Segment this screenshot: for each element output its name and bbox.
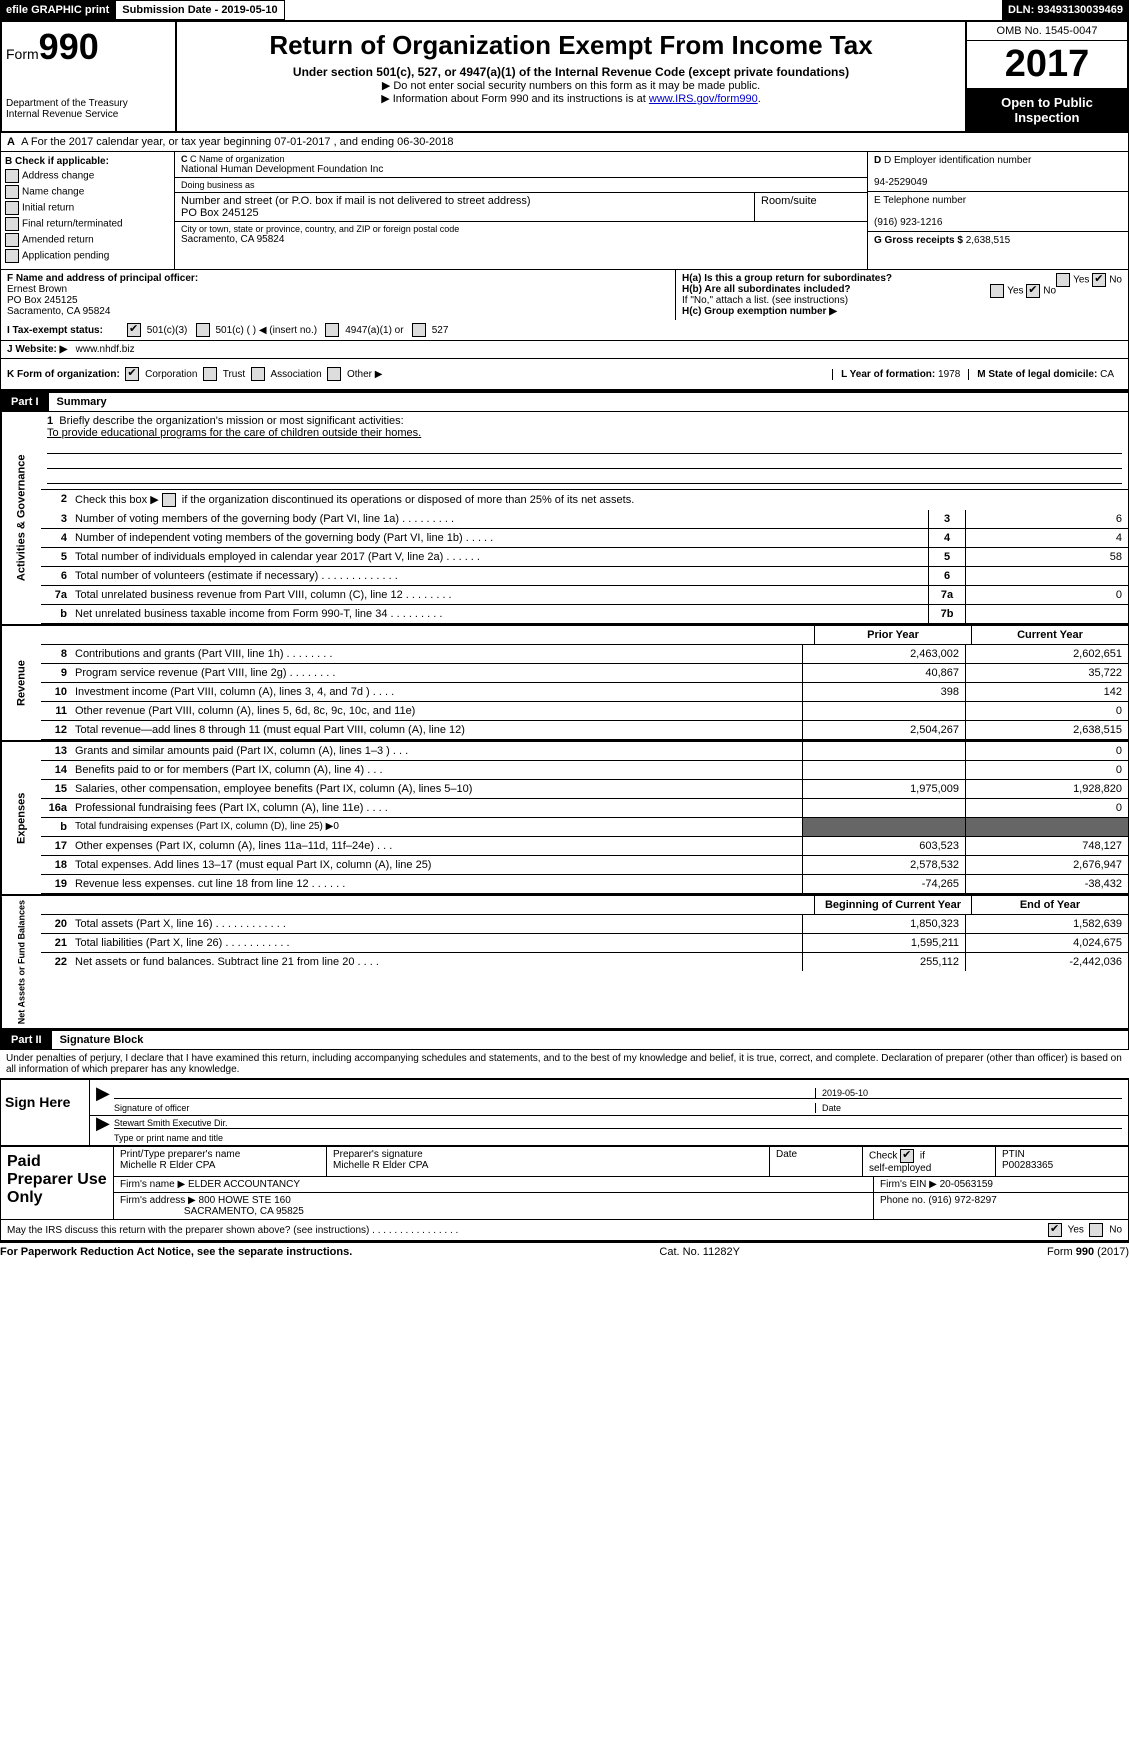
table-row: 19Revenue less expenses. cut line 18 fro… bbox=[41, 875, 1128, 894]
cb-assoc[interactable] bbox=[251, 367, 265, 381]
cb-pending[interactable]: Application pending bbox=[22, 251, 109, 262]
omb-number: OMB No. 1545-0047 bbox=[967, 22, 1127, 41]
form-note1: ▶ Do not enter social security numbers o… bbox=[185, 79, 957, 92]
submission-date: Submission Date - 2019-05-10 bbox=[115, 0, 284, 20]
department: Department of the Treasury Internal Reve… bbox=[6, 98, 171, 120]
ein: 94-2529049 bbox=[874, 177, 927, 188]
section-fh: F Name and address of principal officer:… bbox=[0, 269, 1129, 320]
table-row: 11Other revenue (Part VIII, column (A), … bbox=[41, 702, 1128, 721]
section-b: B Check if applicable: Address change Na… bbox=[1, 152, 175, 269]
row-a: A A For the 2017 calendar year, or tax y… bbox=[0, 133, 1129, 152]
expenses-section: Expenses 13Grants and similar amounts pa… bbox=[0, 740, 1129, 894]
cb-4947[interactable] bbox=[325, 323, 339, 337]
table-row: 4Number of independent voting members of… bbox=[41, 529, 1128, 548]
table-row: 9Program service revenue (Part VIII, lin… bbox=[41, 664, 1128, 683]
year-formation: 1978 bbox=[938, 369, 960, 380]
state-domicile: CA bbox=[1100, 369, 1114, 380]
cb-self-employed[interactable] bbox=[900, 1149, 914, 1163]
officer-name: Ernest Brown bbox=[7, 284, 67, 295]
cb-527[interactable] bbox=[412, 323, 426, 337]
table-row: 18Total expenses. Add lines 13–17 (must … bbox=[41, 856, 1128, 875]
cb-name-change[interactable]: Name change bbox=[22, 187, 84, 198]
section-h: H(a) Is this a group return for subordin… bbox=[676, 270, 1128, 320]
cb-501c[interactable] bbox=[196, 323, 210, 337]
cb-discuss-yes[interactable] bbox=[1048, 1223, 1062, 1237]
efile-label: efile GRAPHIC print bbox=[0, 0, 115, 20]
declaration: Under penalties of perjury, I declare th… bbox=[0, 1050, 1129, 1078]
table-row: 12Total revenue—add lines 8 through 11 (… bbox=[41, 721, 1128, 740]
form-note2: ▶ Information about Form 990 and its ins… bbox=[185, 92, 957, 105]
table-row: bNet unrelated business taxable income f… bbox=[41, 605, 1128, 624]
cb-corp[interactable] bbox=[125, 367, 139, 381]
open-public: Open to Public Inspection bbox=[967, 89, 1127, 131]
city: Sacramento, CA 95824 bbox=[181, 234, 861, 245]
section-c: C C Name of organization National Human … bbox=[175, 152, 867, 269]
cb-501c3[interactable] bbox=[127, 323, 141, 337]
table-row: 22Net assets or fund balances. Subtract … bbox=[41, 953, 1128, 971]
firm-phone: (916) 972-8297 bbox=[928, 1195, 996, 1206]
website: www.nhdf.biz bbox=[76, 344, 135, 355]
topbar: efile GRAPHIC print Submission Date - 20… bbox=[0, 0, 1129, 20]
form-number: Form990 bbox=[6, 26, 171, 68]
phone: (916) 923-1216 bbox=[874, 217, 942, 228]
form-header: Form990 Department of the Treasury Inter… bbox=[0, 20, 1129, 133]
cb-discontinued[interactable] bbox=[162, 493, 176, 507]
table-row: 17Other expenses (Part IX, column (A), l… bbox=[41, 837, 1128, 856]
cb-address-change[interactable]: Address change bbox=[22, 171, 94, 182]
line-j: J Website: ▶ www.nhdf.biz bbox=[0, 341, 1129, 359]
table-row: 8Contributions and grants (Part VIII, li… bbox=[41, 645, 1128, 664]
cb-initial-return[interactable]: Initial return bbox=[22, 203, 74, 214]
org-name: National Human Development Foundation In… bbox=[181, 164, 861, 175]
mission: To provide educational programs for the … bbox=[47, 427, 421, 439]
section-d: D D Employer identification number 94-25… bbox=[867, 152, 1128, 269]
form-subtitle: Under section 501(c), 527, or 4947(a)(1)… bbox=[185, 65, 957, 79]
discuss-line: May the IRS discuss this return with the… bbox=[0, 1220, 1129, 1241]
cb-amended[interactable]: Amended return bbox=[22, 235, 94, 246]
tax-year: 2017 bbox=[967, 41, 1127, 89]
part1-header: Part I Summary bbox=[0, 391, 1129, 412]
irs-link[interactable]: www.IRS.gov/form990 bbox=[649, 93, 758, 105]
cb-discuss-no[interactable] bbox=[1089, 1223, 1103, 1237]
line-k: K Form of organization: Corporation Trus… bbox=[0, 359, 1129, 391]
form-title: Return of Organization Exempt From Incom… bbox=[185, 30, 957, 61]
gross-receipts: 2,638,515 bbox=[966, 235, 1011, 246]
part2-header: Part II Signature Block bbox=[0, 1029, 1129, 1050]
dln: DLN: 93493130039469 bbox=[1002, 0, 1129, 20]
table-row: 21Total liabilities (Part X, line 26) . … bbox=[41, 934, 1128, 953]
table-row: 5Total number of individuals employed in… bbox=[41, 548, 1128, 567]
table-row: 13Grants and similar amounts paid (Part … bbox=[41, 742, 1128, 761]
cb-other[interactable] bbox=[327, 367, 341, 381]
cb-final-return[interactable]: Final return/terminated bbox=[22, 219, 123, 230]
officer-sig-name: Stewart Smith Executive Dir. bbox=[114, 1118, 228, 1128]
section-bcd: B Check if applicable: Address change Na… bbox=[0, 152, 1129, 269]
preparer-name: Michelle R Elder CPA bbox=[120, 1160, 215, 1171]
section-f: F Name and address of principal officer:… bbox=[1, 270, 676, 320]
firm-ein: 20-0563159 bbox=[940, 1179, 993, 1190]
table-row: 20Total assets (Part X, line 16) . . . .… bbox=[41, 915, 1128, 934]
paid-preparer-block: Paid Preparer Use Only Print/Type prepar… bbox=[0, 1146, 1129, 1220]
street: PO Box 245125 bbox=[181, 207, 748, 219]
table-row: 6Total number of volunteers (estimate if… bbox=[41, 567, 1128, 586]
sign-block: Sign Here ▶ 2019-05-10 Signature of offi… bbox=[0, 1078, 1129, 1146]
cb-trust[interactable] bbox=[203, 367, 217, 381]
table-row: 15Salaries, other compensation, employee… bbox=[41, 780, 1128, 799]
table-row: 3Number of voting members of the governi… bbox=[41, 510, 1128, 529]
table-row: 14Benefits paid to or for members (Part … bbox=[41, 761, 1128, 780]
table-row: 7aTotal unrelated business revenue from … bbox=[41, 586, 1128, 605]
footer: For Paperwork Reduction Act Notice, see … bbox=[0, 1241, 1129, 1261]
table-row: 10Investment income (Part VIII, column (… bbox=[41, 683, 1128, 702]
firm-name: ELDER ACCOUNTANCY bbox=[188, 1179, 300, 1190]
netassets-section: Net Assets or Fund Balances Beginning of… bbox=[0, 894, 1129, 1029]
table-row: bTotal fundraising expenses (Part IX, co… bbox=[41, 818, 1128, 837]
table-row: 16aProfessional fundraising fees (Part I… bbox=[41, 799, 1128, 818]
line-i: I Tax-exempt status: 501(c)(3) 501(c) ( … bbox=[0, 320, 1129, 341]
sign-date: 2019-05-10 bbox=[822, 1088, 868, 1098]
revenue-section: Revenue Prior Year Current Year 8Contrib… bbox=[0, 624, 1129, 740]
ptin: P00283365 bbox=[1002, 1160, 1053, 1171]
governance-section: Activities & Governance 1 Briefly descri… bbox=[0, 412, 1129, 624]
